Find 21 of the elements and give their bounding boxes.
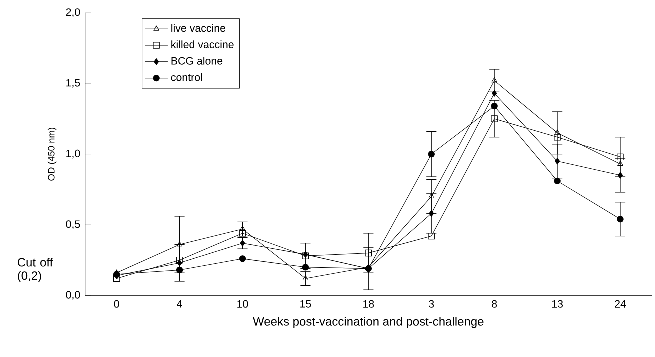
x-tick-label: 18 bbox=[364, 300, 374, 308]
y-tick-label: 1,0 bbox=[66, 150, 80, 159]
x-tick-label: 15 bbox=[300, 300, 312, 308]
legend-label: live vaccine bbox=[172, 24, 226, 32]
x-tick-label: 13 bbox=[552, 300, 564, 308]
legend-label: control bbox=[171, 73, 202, 82]
ref-line-label: Cut off (0,2) bbox=[18, 258, 54, 282]
legend-label: killed vaccine bbox=[172, 40, 234, 48]
x-tick-label: 3 bbox=[429, 300, 434, 308]
y-tick-label: 0,0 bbox=[66, 291, 80, 300]
x-axis-title: Weeks post-vaccination and post-challenge bbox=[253, 317, 484, 328]
x-tick-label: 4 bbox=[177, 300, 182, 308]
x-tick-label: 8 bbox=[492, 300, 498, 308]
x-tick-label: 24 bbox=[615, 300, 626, 308]
x-tick-label: 0 bbox=[114, 300, 120, 308]
y-axis-title: OD (450 nm) bbox=[48, 128, 57, 181]
x-tick-label: 10 bbox=[238, 300, 248, 308]
y-tick-label: 2,0 bbox=[66, 8, 80, 18]
legend-label: BCG alone bbox=[172, 57, 223, 65]
y-tick-label: 0,5 bbox=[66, 220, 80, 230]
y-tick-label: 1,5 bbox=[66, 79, 80, 88]
